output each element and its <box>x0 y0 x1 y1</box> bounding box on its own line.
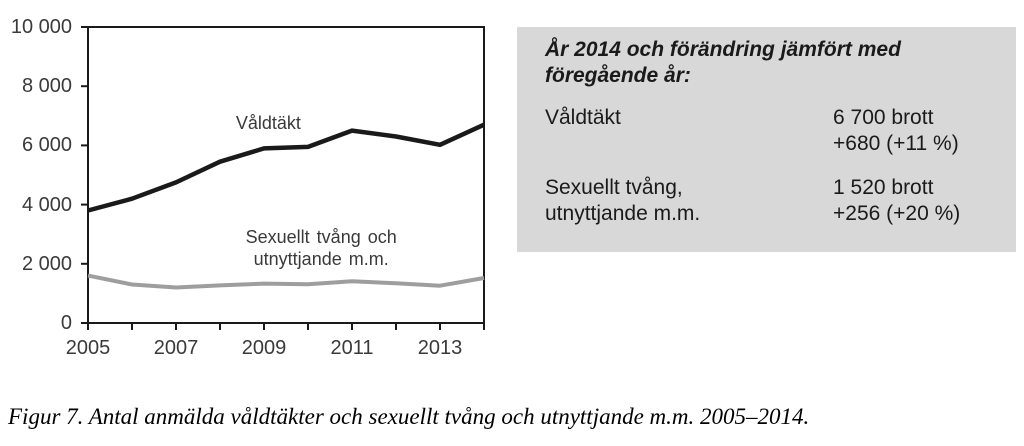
info-box-title: År 2014 och förändring jämfört med föreg… <box>545 37 990 89</box>
figure-caption: Figur 7. Antal anmälda våldtäkter och se… <box>8 404 810 429</box>
info-value-line2: +680 (+11 %) <box>833 132 959 155</box>
y-tick-label: 2 000 <box>21 252 72 275</box>
x-tick-label: 2007 <box>153 337 199 359</box>
info-rows: Våldtäkt 6 700 brott +680 (+11 %) Sexuel… <box>545 105 990 227</box>
info-row-value: 6 700 brott +680 (+11 %) <box>833 105 990 157</box>
info-row-sexuellt-tvang: Sexuellt tvång, utnyttjande m.m. 1 520 b… <box>545 175 990 227</box>
x-tick-label: 2011 <box>330 337 374 359</box>
y-tick-label: 8 000 <box>21 75 72 98</box>
plot-frame <box>87 26 485 324</box>
info-label-line2: utnyttjande m.m. <box>545 202 701 225</box>
x-tick-label: 2005 <box>65 337 111 359</box>
x-tick-label: 2013 <box>417 337 463 359</box>
info-row-label: Sexuellt tvång, utnyttjande m.m. <box>545 175 833 227</box>
series-label: Sexuellt tvång och utnyttjande m.m. <box>245 227 397 270</box>
x-tick-label: 2009 <box>241 337 287 359</box>
y-tick-label: 0 <box>60 312 72 334</box>
info-box-title-line1: År 2014 och förändring jämfört med <box>545 38 901 61</box>
info-row-value: 1 520 brott +256 (+20 %) <box>833 175 990 227</box>
info-box: År 2014 och förändring jämfört med föreg… <box>517 27 1016 252</box>
info-label-line1: Våldtäkt <box>545 106 621 129</box>
info-value-line2: +256 (+20 %) <box>833 202 961 225</box>
series-label: Våldtäkt <box>235 112 301 133</box>
info-value-line1: 6 700 brott <box>833 106 934 129</box>
info-label-line1: Sexuellt tvång, <box>545 176 683 199</box>
y-tick-label: 10 000 <box>10 16 72 38</box>
info-row-label: Våldtäkt <box>545 105 833 157</box>
series-line <box>87 122 485 213</box>
info-value-line1: 1 520 brott <box>833 176 934 199</box>
chart-svg <box>81 26 485 330</box>
info-row-valdtakt: Våldtäkt 6 700 brott +680 (+11 %) <box>545 105 990 157</box>
series-line <box>87 273 485 290</box>
info-box-title-line2: föregående år: <box>545 64 691 87</box>
y-tick-label: 6 000 <box>21 134 72 157</box>
y-tick-label: 4 000 <box>21 193 72 216</box>
